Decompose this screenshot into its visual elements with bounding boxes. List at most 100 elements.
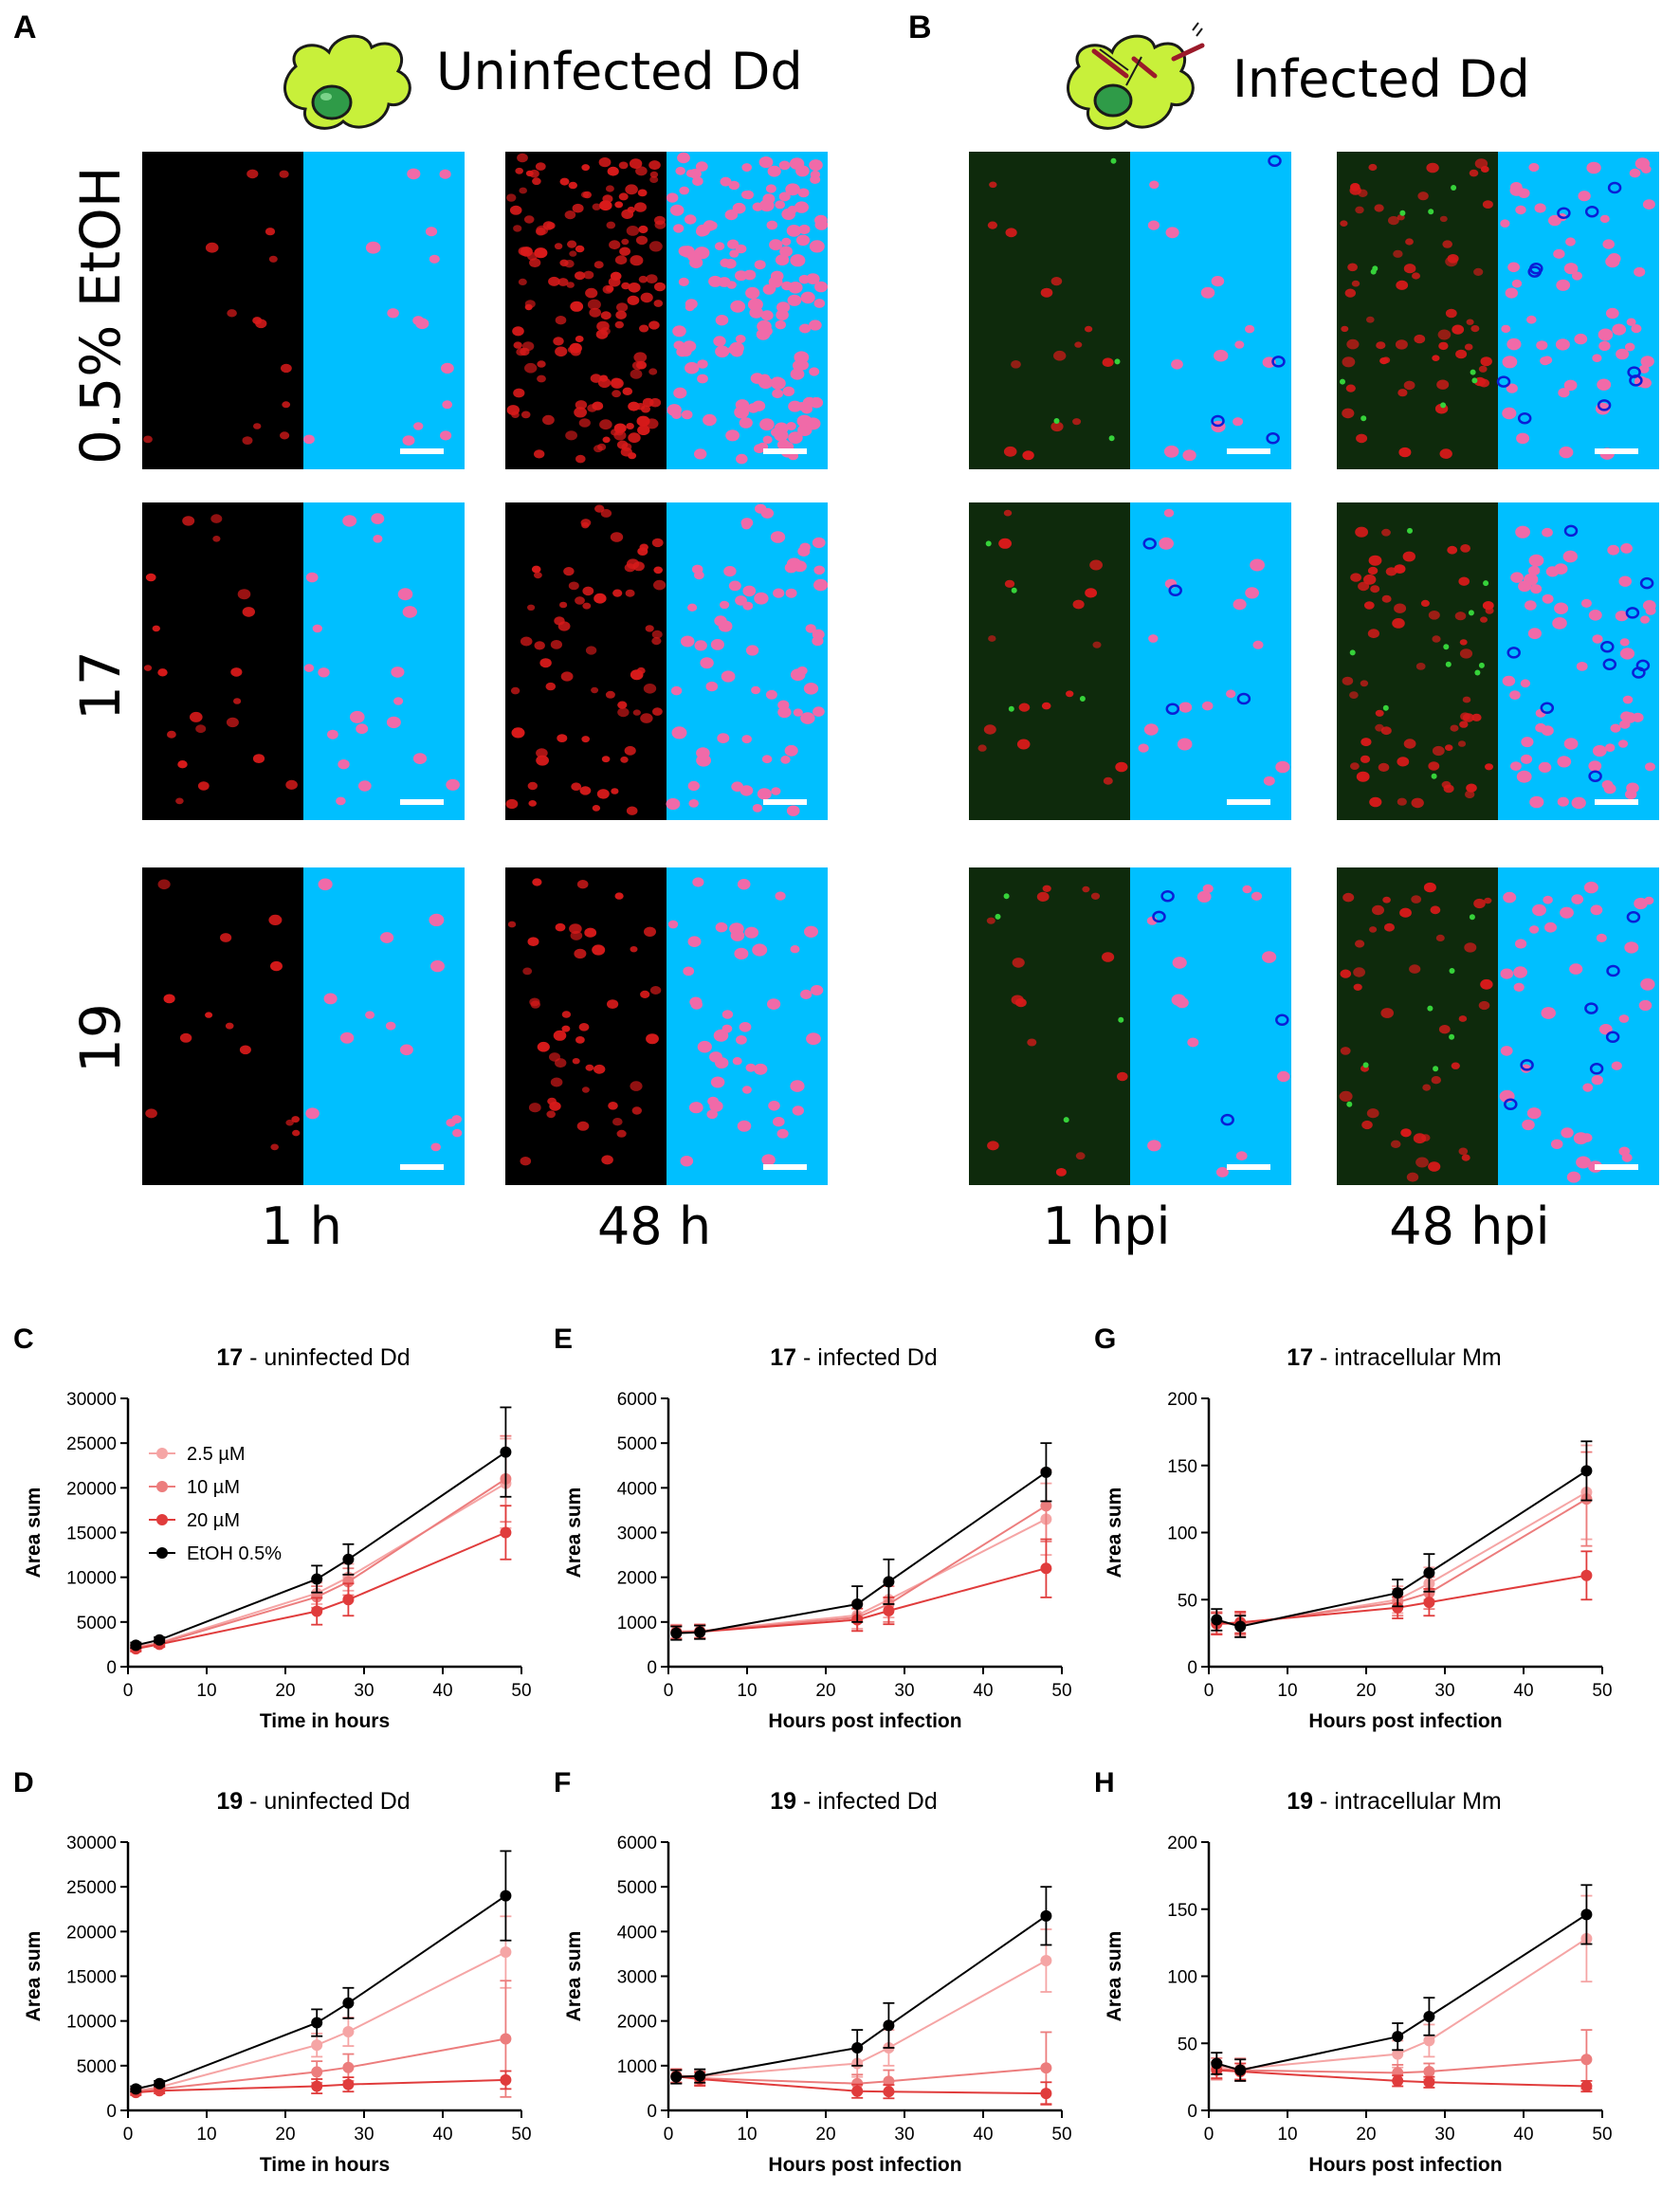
- cell-fluorescence: [637, 547, 648, 556]
- cell-mask: [1624, 941, 1639, 954]
- cell-mask: [1645, 762, 1655, 772]
- data-point: [130, 2083, 142, 2095]
- cell-fluorescence: [611, 788, 619, 794]
- cell-fluorescence: [515, 167, 523, 174]
- cell-mask: [672, 325, 686, 338]
- cell-fluorescence: [1349, 691, 1359, 699]
- cell-mask: [1171, 359, 1183, 370]
- cell-fluorescence: [1344, 288, 1356, 298]
- cell-fluorescence: [582, 602, 592, 610]
- cell-fluorescence: [145, 1108, 157, 1119]
- x-tick-label: 10: [196, 2125, 216, 2145]
- cell-fluorescence: [1342, 408, 1355, 419]
- x-tick-label: 20: [275, 2125, 295, 2145]
- cell-mask: [710, 639, 724, 650]
- cell-fluorescence: [585, 646, 597, 655]
- cell-fluorescence: [1411, 797, 1424, 809]
- cell-fluorescence: [1089, 559, 1103, 571]
- cell-fluorescence: [1066, 690, 1074, 698]
- cell-fluorescence: [626, 806, 638, 815]
- amoeba-infected-icon: [1060, 21, 1212, 140]
- cell-fluorescence: [576, 880, 589, 889]
- cell-fluorescence: [1360, 680, 1369, 687]
- cell-mask: [350, 710, 365, 723]
- cell-fluorescence: [617, 701, 628, 709]
- cell-fluorescence: [1360, 738, 1372, 747]
- cell-fluorescence: [638, 275, 648, 283]
- cell-fluorescence: [163, 994, 175, 1004]
- bacteria-mask: [1626, 911, 1641, 923]
- y-tick-label: 4000: [617, 1923, 657, 1943]
- y-tick-label: 150: [1167, 1901, 1197, 1921]
- y-tick-label: 20000: [66, 1923, 117, 1943]
- cell-mask: [692, 877, 704, 887]
- scale-bar: [1227, 448, 1270, 454]
- cell-mask: [745, 645, 759, 656]
- cell-mask: [1553, 248, 1565, 259]
- x-tick-label: 40: [973, 1681, 993, 1701]
- cell-fluorescence: [645, 625, 654, 632]
- cell-mask: [742, 585, 757, 597]
- data-point: [500, 1446, 512, 1458]
- cell-fluorescence: [529, 997, 540, 1007]
- cell-fluorescence: [575, 596, 585, 605]
- cell-fluorescence: [589, 307, 601, 318]
- chart-title: 17 - uninfected Dd: [216, 1344, 410, 1371]
- cell-mask: [713, 1029, 729, 1042]
- cell-mask: [1500, 968, 1514, 979]
- cell-fluorescence: [581, 521, 590, 529]
- cell-fluorescence: [1342, 892, 1355, 903]
- cell-mask: [759, 418, 775, 431]
- cell-mask: [1529, 795, 1544, 809]
- data-point: [1040, 1466, 1052, 1478]
- cell-mask: [751, 685, 761, 695]
- data-point: [342, 1594, 355, 1606]
- cell-fluorescence: [635, 235, 648, 246]
- chart-title-compound: 19: [1287, 1788, 1313, 1815]
- scale-bar: [763, 799, 807, 805]
- data-point: [342, 2061, 355, 2073]
- x-tick-label: 20: [1356, 1681, 1376, 1701]
- cell-mask: [1211, 276, 1225, 287]
- cell-fluorescence: [1050, 277, 1063, 286]
- cell-fluorescence: [528, 800, 537, 807]
- cell-mask: [452, 1128, 463, 1138]
- cell-fluorescence: [1403, 739, 1416, 749]
- cell-mask: [813, 578, 828, 592]
- cell-mask: [1527, 628, 1542, 640]
- cell-fluorescence: [1432, 635, 1441, 643]
- cell-fluorescence: [616, 440, 629, 449]
- cell-mask: [814, 281, 828, 293]
- amoeba-uninfected-icon: [277, 28, 419, 141]
- cell-mask: [1234, 340, 1245, 349]
- segmentation-mask: [1498, 152, 1659, 469]
- bacteria-mask: [1142, 538, 1157, 550]
- cell-fluorescence: [575, 400, 588, 410]
- cell-fluorescence: [640, 713, 653, 723]
- cell-mask: [318, 667, 330, 678]
- cell-mask: [1527, 565, 1541, 576]
- cell-mask: [1521, 737, 1534, 748]
- cell-fluorescence: [1460, 712, 1470, 721]
- cell-mask: [371, 513, 385, 524]
- cell-fluorescence: [1040, 287, 1053, 298]
- cell-fluorescence: [560, 671, 574, 682]
- y-tick-label: 5000: [77, 2057, 117, 2077]
- cell-fluorescence: [648, 368, 658, 375]
- bacteria-mask: [1271, 356, 1286, 368]
- cell-mask: [781, 208, 796, 220]
- cell-fluorescence: [225, 1022, 234, 1030]
- y-tick-label: 20000: [66, 1479, 117, 1499]
- cell-fluorescence: [145, 573, 156, 582]
- cell-fluorescence: [987, 1141, 999, 1151]
- cell-mask: [714, 615, 727, 627]
- bacteria-mask: [1563, 524, 1579, 538]
- cell-fluorescence: [1480, 978, 1493, 990]
- data-point: [500, 1890, 512, 1902]
- cell-mask: [1147, 1140, 1161, 1152]
- cell-fluorescence: [614, 255, 628, 265]
- cell-mask: [687, 603, 698, 612]
- cell-fluorescence: [1053, 350, 1067, 361]
- cell-fluorescence: [1470, 325, 1480, 333]
- cell-fluorescence: [1447, 254, 1459, 264]
